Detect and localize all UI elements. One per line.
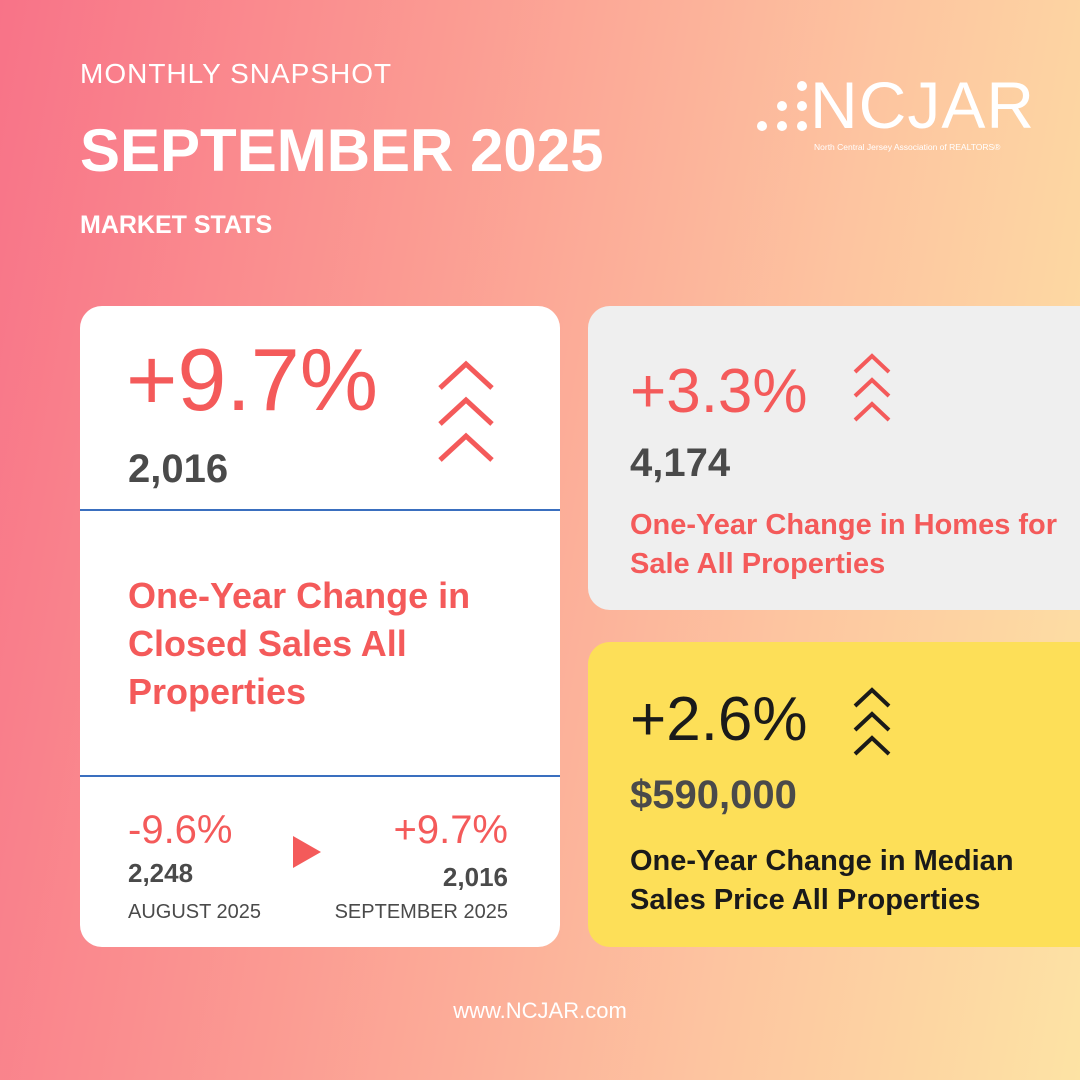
homes-value: 4,174 [630, 441, 731, 485]
previous-change: -9.6% [128, 808, 233, 852]
ncjar-logo: NCJAR North Central Jersey Association o… [752, 72, 1052, 158]
current-change: +9.7% [393, 808, 508, 852]
subtitle: MONTHLY SNAPSHOT [80, 58, 393, 89]
closed-sales-value: 2,016 [128, 447, 229, 491]
triple-chevron-up-icon [438, 360, 494, 462]
triple-chevron-up-icon [853, 353, 891, 422]
homes-description: One-Year Change in Homes for Sale All Pr… [630, 509, 1058, 580]
logo-tagline: North Central Jersey Association of REAL… [814, 142, 1001, 152]
website-link[interactable]: www.NCJAR.com [453, 998, 627, 1023]
dots-icon [757, 81, 807, 131]
closed-sales-change: +9.7% [126, 330, 378, 429]
divider [80, 509, 560, 511]
median-change: +2.6% [630, 685, 808, 754]
median-price-card: +2.6% $590,000 One-Year Change in Median… [588, 642, 1080, 947]
triple-chevron-up-icon [853, 687, 891, 756]
previous-period: AUGUST 2025 [128, 901, 262, 923]
median-description: One-Year Change in Median Sales Price Al… [630, 845, 1014, 916]
closed-sales-card: +9.7% 2,016 One-Year Change in Closed Sa… [80, 306, 560, 947]
current-value: 2,016 [442, 862, 508, 892]
logo-name: NCJAR [810, 68, 1036, 142]
current-period: SEPTEMBER 2025 [334, 901, 508, 923]
homes-change: +3.3% [630, 357, 808, 426]
section-label: MARKET STATS [80, 211, 273, 239]
closed-sales-description: One-Year Change in Closed Sales All Prop… [128, 575, 471, 712]
page-title: SEPTEMBER 2025 [80, 117, 604, 184]
previous-value: 2,248 [128, 858, 194, 888]
arrow-right-icon [293, 836, 321, 868]
homes-for-sale-card: +3.3% 4,174 One-Year Change in Homes for… [588, 306, 1080, 610]
median-value: $590,000 [630, 773, 797, 817]
divider [80, 775, 560, 777]
